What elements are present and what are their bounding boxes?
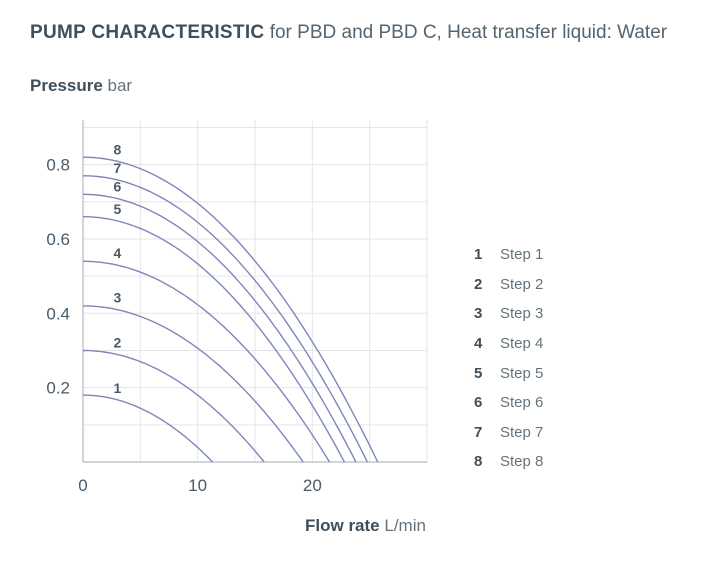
legend-item-number: 6 — [474, 394, 483, 412]
pump-curve-step-4 — [83, 260, 331, 463]
y-axis-label-unit: bar — [107, 76, 133, 95]
legend-item: 5 Step 5 — [474, 358, 543, 388]
pump-curve-step-7 — [83, 175, 369, 463]
legend-item-label: Step 3 — [500, 305, 544, 323]
pump-curve-step-6 — [82, 193, 357, 463]
legend-item-number: 3 — [474, 305, 483, 323]
legend-item: 2 Step 2 — [474, 270, 543, 300]
y-axis-label: Pressure bar — [30, 76, 132, 96]
y-tick-label: 0.8 — [46, 156, 70, 175]
y-tick-label: 0.4 — [46, 304, 70, 323]
legend-item: 8 Step 8 — [474, 447, 543, 477]
pump-curve-step-2 — [83, 349, 265, 463]
curve-label-step-4: 4 — [114, 245, 122, 261]
x-tick-label: 0 — [78, 476, 87, 495]
curve-label-step-5: 5 — [114, 201, 122, 217]
legend-item-label: Step 8 — [500, 453, 544, 471]
chart-title-bold: PUMP CHARACTERISTIC — [30, 22, 265, 43]
legend-item-number: 2 — [474, 275, 483, 293]
chart-title-rest: for PBD and PBD C, Heat transfer liquid:… — [264, 22, 668, 43]
legend-item-number: 5 — [474, 364, 483, 382]
x-axis-label-unit: L/min — [384, 516, 426, 535]
legend-item-label: Step 2 — [500, 275, 544, 293]
x-axis-label: Flow rate L/min — [305, 516, 426, 536]
legend-item-number: 4 — [474, 335, 483, 353]
chart-legend: 1 Step 1 2 Step 2 3 Step 3 4 Step 4 5 Step 5 6 Step… — [474, 240, 543, 477]
y-axis-label-name: Pressure — [30, 76, 103, 95]
legend-item: 1 Step 1 — [474, 240, 543, 270]
pump-curve-step-1 — [83, 394, 214, 463]
legend-item-number: 7 — [474, 423, 483, 441]
curve-label-step-2: 2 — [114, 334, 122, 350]
curve-label-step-7: 7 — [114, 160, 122, 176]
x-axis-label-name: Flow rate — [305, 516, 380, 535]
legend-item: 6 Step 6 — [474, 388, 543, 418]
pump-curve-step-8 — [82, 156, 379, 463]
legend-item-label: Step 1 — [500, 246, 544, 264]
legend-item-label: Step 5 — [500, 364, 544, 382]
legend-item: 4 Step 4 — [474, 329, 543, 359]
legend-item-label: Step 7 — [500, 423, 544, 441]
curve-label-step-8: 8 — [114, 141, 122, 157]
legend-item-number: 8 — [474, 453, 483, 471]
x-tick-label: 10 — [188, 476, 207, 495]
curve-label-step-1: 1 — [114, 380, 122, 396]
pump-curve-step-3 — [83, 305, 304, 463]
chart-title: PUMP CHARACTERISTIC for PBD and PBD C, H… — [30, 22, 667, 44]
y-tick-label: 0.2 — [46, 379, 70, 398]
curve-label-step-3: 3 — [114, 290, 122, 306]
y-tick-label: 0.6 — [46, 230, 70, 249]
legend-item: 3 Step 3 — [474, 299, 543, 329]
legend-item: 7 Step 7 — [474, 418, 543, 448]
legend-item-label: Step 4 — [500, 335, 544, 353]
legend-item-label: Step 6 — [500, 394, 544, 412]
x-tick-label: 20 — [303, 476, 322, 495]
curve-label-step-6: 6 — [114, 179, 122, 195]
legend-item-number: 1 — [474, 246, 483, 264]
pump-curve-step-5 — [83, 215, 346, 463]
